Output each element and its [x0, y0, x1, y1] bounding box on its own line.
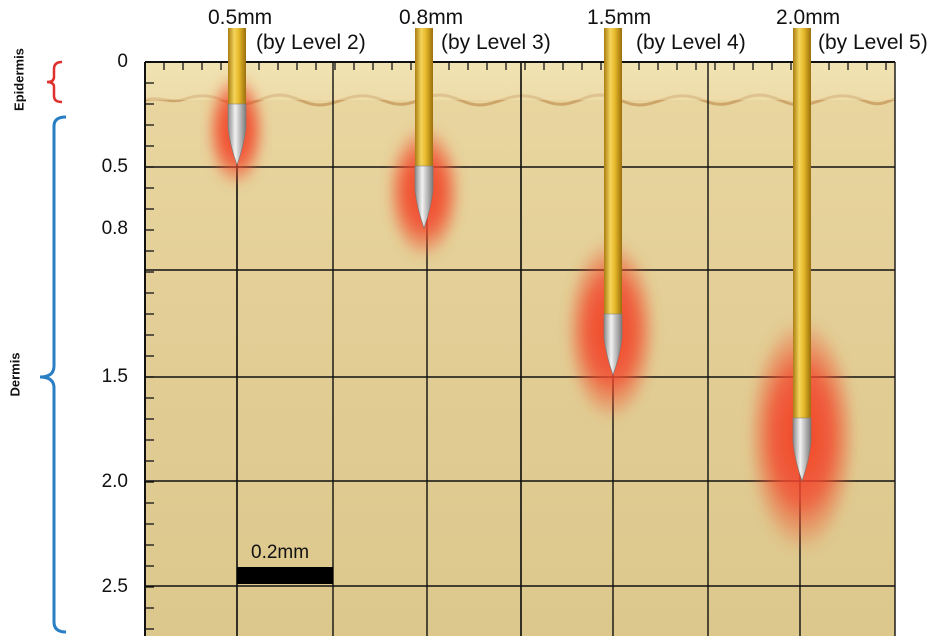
depth-label-2.0: 2.0 [101, 471, 128, 492]
needle-tip-1 [227, 103, 247, 166]
needle-4-level: (by Level 5) [818, 31, 928, 54]
needles [227, 28, 812, 482]
scale-bar-label: 0.2mm [251, 542, 310, 563]
depth-label-2.5: 2.5 [101, 576, 128, 597]
depth-axis-ticks [144, 61, 887, 630]
epidermis-label: Epidermis [11, 48, 27, 111]
needle-2-level: (by Level 3) [441, 31, 551, 54]
depth-label-1.5: 1.5 [101, 366, 128, 387]
epidermis-tint [145, 62, 895, 100]
depth-label-0: 0 [117, 51, 128, 72]
needle-tip-2 [414, 165, 434, 229]
needle-1-length: 0.5mm [208, 6, 273, 29]
needle-shaft-2 [415, 28, 433, 166]
depth-label-0.8: 0.8 [101, 218, 128, 239]
epidermis-boundary-line [144, 93, 896, 107]
needle-3-length: 1.5mm [587, 6, 652, 29]
needle-3-level: (by Level 4) [636, 31, 746, 54]
needle-2-length: 0.8mm [399, 6, 464, 29]
epidermis-bracket [46, 60, 63, 104]
scale-bar [237, 567, 333, 584]
needle-shaft-4 [793, 28, 811, 418]
needle-tip-4 [792, 417, 812, 482]
needle-shaft-1 [228, 28, 246, 104]
depth-label-0.5: 0.5 [101, 156, 128, 177]
dermis-bracket [39, 115, 67, 634]
dermis-label: Dermis [7, 352, 23, 397]
needle-4-length: 2.0mm [776, 6, 841, 29]
layer-brackets [39, 60, 67, 634]
needle-1-level: (by Level 2) [256, 31, 366, 54]
needle-tip-3 [603, 313, 623, 376]
needle-shaft-3 [604, 28, 622, 314]
